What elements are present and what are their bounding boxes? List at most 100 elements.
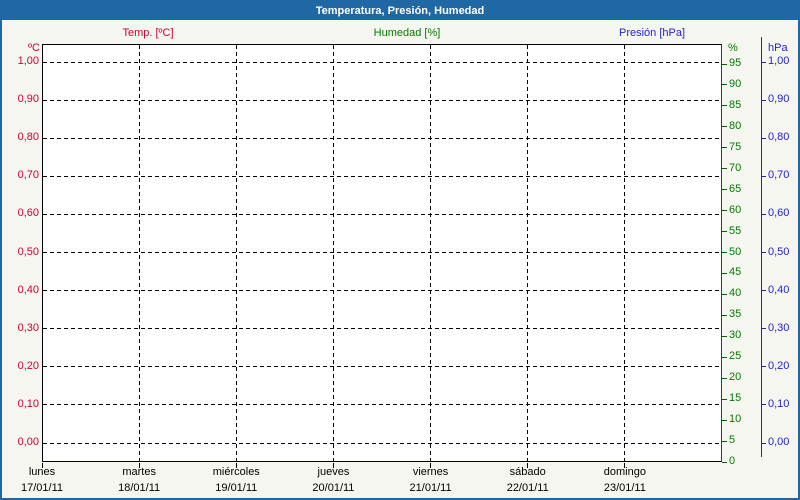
- day-date-label: 17/01/11: [20, 482, 64, 494]
- horizontal-gridline: [43, 61, 721, 63]
- pressure-tick-label: 0,60: [768, 207, 790, 220]
- pressure-tick-label: 0,00: [768, 436, 790, 448]
- humidity-axis-tick: [722, 314, 727, 316]
- day-date-label: 19/01/11: [215, 482, 258, 494]
- x-axis-tick: [332, 463, 334, 468]
- humidity-tick-label: 0: [729, 455, 736, 467]
- horizontal-gridline: [43, 366, 721, 368]
- horizontal-gridline: [43, 442, 721, 444]
- humidity-tick-label: 75: [729, 140, 742, 153]
- pressure-tick-label: 0,70: [768, 169, 790, 182]
- pressure-axis-tick: [761, 252, 766, 253]
- plot-area: [42, 44, 722, 462]
- vertical-gridline: [332, 45, 334, 462]
- pressure-axis-tick: [761, 366, 766, 368]
- humidity-tick-label: 70: [729, 161, 742, 174]
- humidity-axis-tick: [722, 398, 727, 400]
- horizontal-gridline: [43, 99, 721, 101]
- temperature-tick-label: 0,00: [17, 436, 39, 448]
- humidity-axis-unit: %: [728, 42, 738, 54]
- humidity-tick-label: 35: [729, 308, 742, 321]
- temperature-tick-label: 0,40: [17, 283, 39, 296]
- humidity-tick-label: 85: [729, 98, 742, 111]
- temperature-tick-label: 0,10: [17, 397, 39, 410]
- pressure-axis-tick: [761, 137, 766, 139]
- x-axis-tick: [624, 463, 626, 468]
- x-axis-tick: [235, 463, 237, 468]
- humidity-axis-tick: [722, 231, 727, 233]
- temperature-tick-label: 1,00: [17, 55, 39, 67]
- x-axis-tick: [41, 463, 43, 468]
- horizontal-gridline: [43, 290, 721, 292]
- pressure-axis-tick: [761, 175, 766, 177]
- humidity-tick-label: 95: [729, 57, 742, 69]
- humidity-axis-tick: [722, 84, 727, 86]
- day-name-label: domingo: [603, 466, 646, 478]
- vertical-gridline: [430, 45, 432, 462]
- humidity-tick-label: 25: [729, 350, 742, 363]
- vertical-gridline: [235, 45, 237, 462]
- pressure-axis-tick: [761, 61, 766, 63]
- humidity-tick-label: 20: [729, 371, 742, 384]
- humidity-tick-label: 65: [729, 182, 742, 195]
- temperature-tick-label: 0,20: [17, 359, 39, 372]
- day-date-label: 21/01/11: [409, 482, 452, 494]
- pressure-tick-label: 0,80: [768, 131, 790, 144]
- humidity-axis-tick: [722, 461, 727, 463]
- day-name-label: miércoles: [212, 466, 260, 478]
- humidity-axis-tick: [722, 440, 727, 442]
- pressure-axis-tick: [761, 328, 766, 330]
- humidity-tick-label: 80: [729, 119, 742, 132]
- x-axis-tick: [138, 463, 140, 468]
- humidity-axis-tick: [722, 252, 727, 254]
- pressure-tick-label: 0,30: [768, 321, 790, 334]
- horizontal-gridline: [43, 404, 721, 406]
- humidity-axis-tick: [722, 419, 727, 421]
- temperature-tick-label: 0,90: [17, 93, 39, 106]
- humidity-tick-label: 15: [729, 392, 742, 405]
- humidity-tick-label: 60: [729, 203, 742, 216]
- humidity-axis-tick: [722, 377, 727, 379]
- vertical-gridline: [624, 45, 626, 462]
- humidity-tick-label: 50: [729, 245, 742, 258]
- pressure-tick-label: 0,50: [768, 245, 790, 258]
- day-name-label: viernes: [412, 466, 449, 478]
- pressure-tick-label: 0,90: [768, 93, 790, 106]
- pressure-tick-label: 0,20: [768, 359, 790, 372]
- vertical-gridline: [138, 45, 140, 462]
- legend-pressure: Presión [hPa]: [618, 27, 686, 39]
- humidity-axis-tick: [722, 168, 727, 170]
- humidity-tick-label: 30: [729, 329, 742, 342]
- horizontal-gridline: [43, 137, 721, 139]
- temperature-tick-label: 0,80: [17, 131, 39, 144]
- humidity-axis-tick: [722, 126, 727, 128]
- temperature-tick-label: 0,50: [17, 245, 39, 258]
- humidity-axis-tick: [722, 105, 727, 107]
- horizontal-gridline: [43, 328, 721, 330]
- pressure-axis-tick: [761, 99, 766, 101]
- x-axis-tick: [527, 463, 529, 468]
- pressure-tick-label: 0,40: [768, 283, 790, 296]
- day-date-label: 20/01/11: [312, 482, 355, 494]
- horizontal-gridline: [43, 252, 721, 253]
- humidity-tick-label: 10: [729, 413, 742, 426]
- day-name-label: jueves: [317, 466, 350, 478]
- pressure-axis-unit: hPa: [768, 42, 788, 54]
- pressure-axis-tick: [761, 442, 766, 444]
- legend-humidity: Humedad [%]: [373, 27, 441, 39]
- pressure-tick-label: 1,00: [768, 55, 790, 67]
- humidity-axis-tick: [722, 293, 727, 295]
- vertical-gridline: [527, 45, 529, 462]
- humidity-tick-label: 45: [729, 266, 742, 279]
- humidity-tick-label: 40: [729, 287, 742, 300]
- chart-title-bar: Temperatura, Presión, Humedad: [2, 2, 798, 20]
- temperature-tick-label: 0,60: [17, 207, 39, 220]
- temperature-axis-unit: ºC: [28, 42, 40, 54]
- humidity-axis-tick: [722, 272, 727, 274]
- humidity-axis-tick: [722, 356, 727, 358]
- humidity-axis-tick: [722, 335, 727, 337]
- x-axis-tick: [430, 463, 432, 468]
- horizontal-gridline: [43, 175, 721, 177]
- temperature-tick-label: 0,70: [17, 169, 39, 182]
